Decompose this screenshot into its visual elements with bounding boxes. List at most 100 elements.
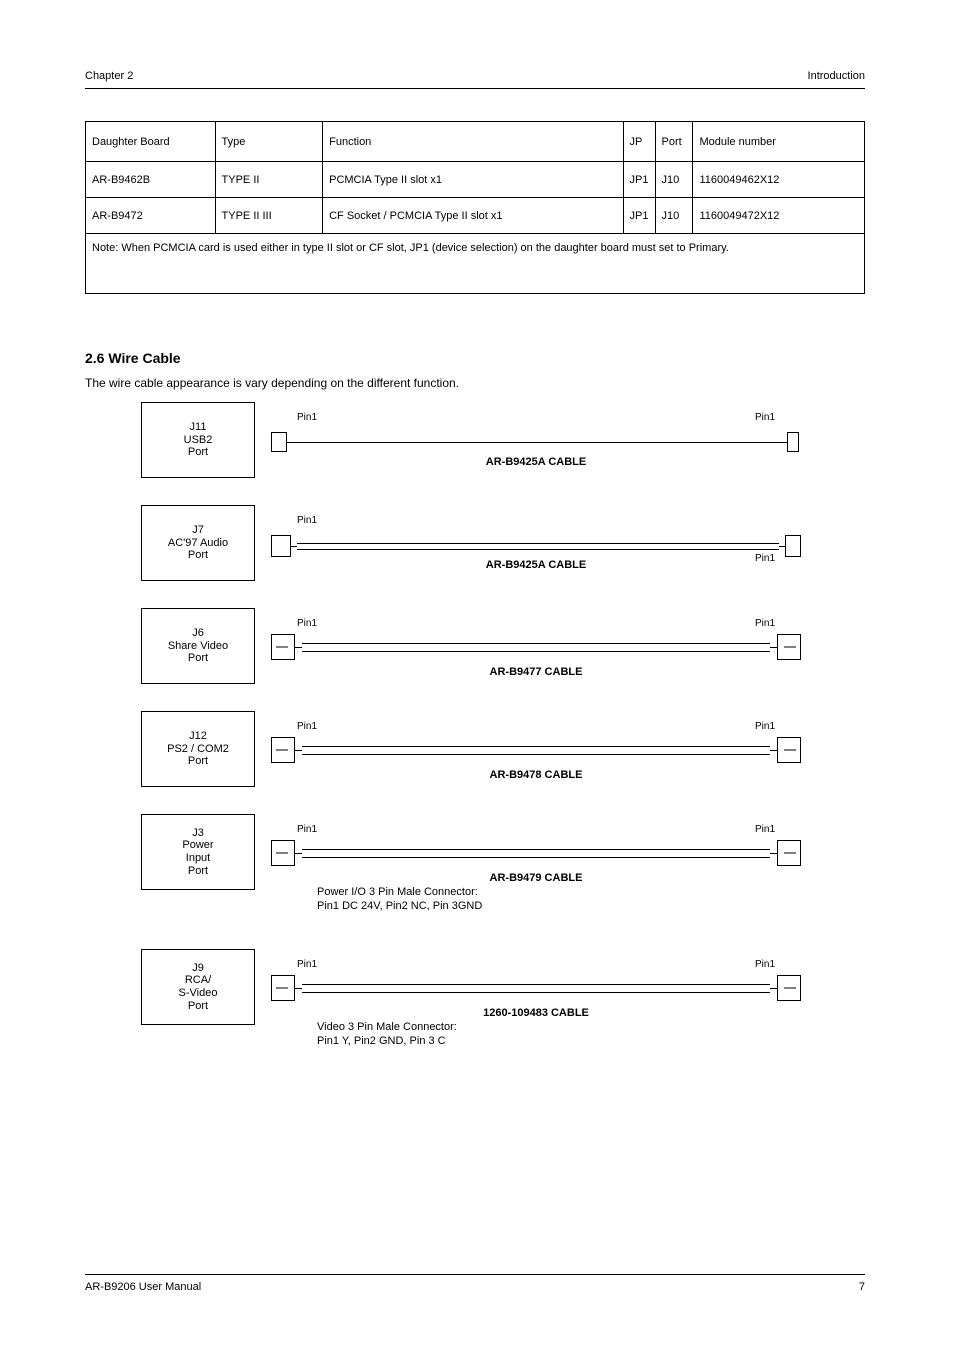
table-note: Note: When PCMCIA card is used either in… [86, 234, 865, 294]
th-daughter-board: Daughter Board [86, 122, 216, 162]
cable-line [770, 750, 777, 751]
plug-left [271, 535, 291, 557]
td-jp: JP1 [623, 162, 655, 198]
daughter-board-table: Daughter Board Type Function JP Port Mod… [85, 121, 865, 294]
header-chapter: Chapter 2 [85, 70, 133, 82]
th-function: Function [323, 122, 623, 162]
section-intro: The wire cable appearance is vary depend… [85, 376, 865, 390]
pin-label-right: Pin1 [755, 721, 775, 732]
td-db: AR-B9472 [86, 198, 216, 234]
cable-line [302, 992, 770, 993]
port-box: J6Share VideoPort [141, 608, 255, 684]
header-rule [85, 88, 865, 89]
plug-right [787, 432, 799, 452]
table-header-row: Daughter Board Type Function JP Port Mod… [86, 122, 865, 162]
td-fun: PCMCIA Type II slot x1 [323, 162, 623, 198]
cable-connector: Pin1Pin1AR-B9478 CABLE [271, 731, 801, 771]
plug-left [271, 975, 295, 1001]
cable-line [302, 643, 770, 644]
cable-name: AR-B9478 CABLE [271, 769, 801, 781]
plug-right [785, 535, 801, 557]
cable-line [302, 754, 770, 755]
cable-line [295, 988, 302, 989]
td-num: 1160049462X12 [693, 162, 865, 198]
pin-label-left: Pin1 [297, 824, 317, 835]
port-box: J12PS2 / COM2Port [141, 711, 255, 787]
cable-line [770, 853, 777, 854]
cable-line [302, 984, 770, 985]
cable-function-note: Power I/O 3 Pin Male Connector:Pin1 DC 2… [317, 886, 482, 914]
td-fun: CF Socket / PCMCIA Type II slot x1 [323, 198, 623, 234]
footer-manual-name: AR-B9206 User Manual [85, 1281, 201, 1293]
plug-right [777, 840, 801, 866]
cable-name: 1260-109483 CABLE [271, 1007, 801, 1019]
th-port: Port [655, 122, 693, 162]
pin-label-right: Pin1 [755, 824, 775, 835]
cable-function-note: Video 3 Pin Male Connector:Pin1 Y, Pin2 … [317, 1021, 457, 1049]
cable-line [770, 988, 777, 989]
cable-name: AR-B9479 CABLE [271, 872, 801, 884]
cable-line [297, 549, 779, 550]
pin-label-right: Pin1 [755, 618, 775, 629]
td-jp: JP1 [623, 198, 655, 234]
table-row: AR-B9462B TYPE II PCMCIA Type II slot x1… [86, 162, 865, 198]
td-type: TYPE II III [215, 198, 323, 234]
cable-diagram: J7AC'97 AudioPort Pin1Pin1AR-B9425A CABLE [141, 505, 861, 608]
cable-diagram: J3PowerInputPortPin1Pin1AR-B9479 CABLEPo… [141, 814, 861, 949]
cable-connector: Pin1Pin11260-109483 CABLE [271, 969, 801, 1009]
td-num: 1160049472X12 [693, 198, 865, 234]
pin-label-left: Pin1 [297, 721, 317, 732]
port-box: J7AC'97 AudioPort [141, 505, 255, 581]
plug-left [271, 634, 295, 660]
th-jp: JP [623, 122, 655, 162]
td-port: J10 [655, 162, 693, 198]
port-box: J3PowerInputPort [141, 814, 255, 890]
td-type: TYPE II [215, 162, 323, 198]
pin-label-left: Pin1 [297, 515, 317, 526]
port-box: J9RCA/S-VideoPort [141, 949, 255, 1025]
cable-line [302, 857, 770, 858]
cable-line [770, 647, 777, 648]
cable-line [287, 442, 787, 443]
cable-line [295, 853, 302, 854]
cable-diagram: J12PS2 / COM2PortPin1Pin1AR-B9478 CABLE [141, 711, 861, 814]
cable-line [291, 546, 297, 547]
pin-label-left: Pin1 [297, 959, 317, 970]
plug-right [777, 634, 801, 660]
footer-page-number: 7 [859, 1281, 865, 1293]
td-port: J10 [655, 198, 693, 234]
th-module-number: Module number [693, 122, 865, 162]
th-type: Type [215, 122, 323, 162]
cable-connector: Pin1Pin1AR-B9425A CABLE [271, 422, 801, 462]
cable-name: AR-B9425A CABLE [271, 559, 801, 571]
plug-left [271, 737, 295, 763]
footer-rule [85, 1274, 865, 1275]
pin-label-right: Pin1 [755, 959, 775, 970]
cable-connector: Pin1Pin1AR-B9477 CABLE [271, 628, 801, 668]
plug-left [271, 432, 287, 452]
cable-line [295, 647, 302, 648]
pin-label-left: Pin1 [297, 618, 317, 629]
td-db: AR-B9462B [86, 162, 216, 198]
cable-line [302, 849, 770, 850]
plug-right [777, 737, 801, 763]
pin-label-right: Pin1 [755, 412, 775, 423]
diagram-area: J11USB2PortPin1Pin1AR-B9425A CABLEJ7AC'9… [141, 402, 861, 1084]
cable-diagram: J9RCA/S-VideoPortPin1Pin11260-109483 CAB… [141, 949, 861, 1084]
plug-right [777, 975, 801, 1001]
table-note-row: Note: When PCMCIA card is used either in… [86, 234, 865, 294]
cable-diagram: J11USB2PortPin1Pin1AR-B9425A CABLE [141, 402, 861, 505]
cable-line [302, 651, 770, 652]
cable-line [295, 750, 302, 751]
pin-label-left: Pin1 [297, 412, 317, 423]
port-box: J11USB2Port [141, 402, 255, 478]
table-row: AR-B9472 TYPE II III CF Socket / PCMCIA … [86, 198, 865, 234]
cable-connector: Pin1Pin1AR-B9425A CABLE [271, 525, 801, 565]
cable-connector: Pin1Pin1AR-B9479 CABLE [271, 834, 801, 874]
cable-diagram: J6Share VideoPortPin1Pin1AR-B9477 CABLE [141, 608, 861, 711]
cable-name: AR-B9425A CABLE [271, 456, 801, 468]
cable-line [302, 746, 770, 747]
cable-line [297, 543, 779, 544]
cable-name: AR-B9477 CABLE [271, 666, 801, 678]
section-title: 2.6 Wire Cable [85, 350, 865, 366]
